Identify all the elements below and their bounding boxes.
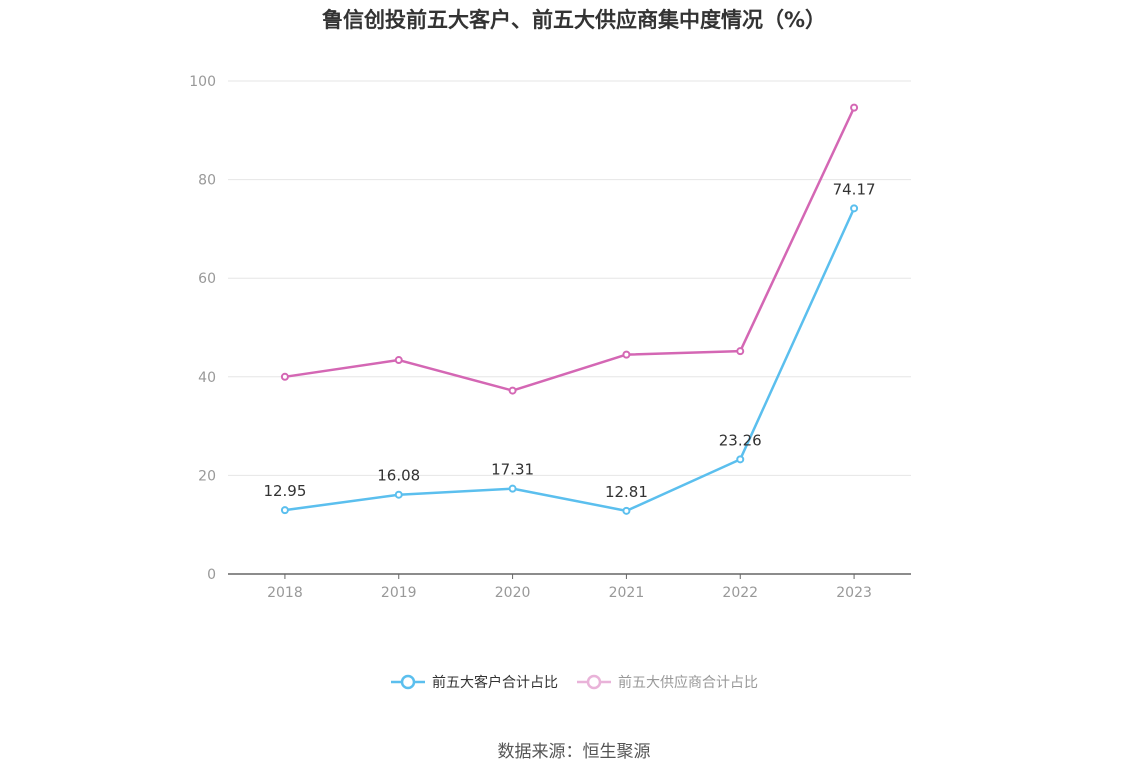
data-label: 23.26: [719, 431, 762, 449]
x-tick-label: 2021: [609, 585, 645, 601]
legend-item-customers[interactable]: 前五大客户合计占比: [390, 672, 558, 692]
legend: 前五大客户合计占比 前五大供应商合计占比: [0, 672, 1148, 692]
data-point[interactable]: [850, 204, 859, 213]
data-point[interactable]: [736, 347, 745, 356]
data-point[interactable]: [850, 103, 859, 112]
legend-marker-customers: [391, 674, 425, 690]
data-source: 数据来源：恒生聚源: [497, 742, 651, 762]
data-point[interactable]: [394, 356, 403, 365]
x-tick-label: 2018: [267, 585, 303, 601]
series-line-1: [284, 107, 856, 392]
data-point[interactable]: [622, 350, 631, 359]
y-tick-label: 80: [198, 173, 216, 189]
series-lines: [280, 103, 859, 515]
data-point[interactable]: [508, 386, 517, 395]
axes: 0 20 40 60 80 100 2018 2019 2020 2021 2022 2023: [189, 74, 911, 601]
legend-label-suppliers: 前五大供应商合计占比: [618, 675, 758, 691]
x-tick-label: 2023: [836, 585, 872, 601]
data-point[interactable]: [508, 484, 517, 493]
y-tick-label: 40: [198, 370, 216, 386]
y-tick-label: 20: [198, 468, 216, 484]
legend-item-suppliers[interactable]: 前五大供应商合计占比: [576, 672, 758, 692]
x-tick-label: 2022: [722, 585, 758, 601]
grid-lines: [228, 80, 911, 476]
data-point[interactable]: [394, 490, 403, 499]
y-tick-label: 60: [198, 271, 216, 287]
data-labels: 12.95 16.08 17.31 12.81 23.26 74.17: [263, 180, 875, 501]
data-point[interactable]: [622, 506, 631, 515]
data-point[interactable]: [280, 372, 289, 381]
data-label: 74.17: [833, 180, 876, 198]
legend-marker-suppliers: [577, 674, 611, 690]
legend-label-customers: 前五大客户合计占比: [432, 675, 558, 691]
y-tick-label: 0: [207, 567, 216, 583]
data-label: 12.95: [263, 482, 306, 500]
series-line-0: [284, 207, 856, 513]
data-label: 12.81: [605, 483, 648, 501]
y-tick-label: 100: [189, 74, 216, 90]
line-chart: 0 20 40 60 80 100 2018 2019 2020 2021 2022 2023 12.…: [189, 74, 911, 601]
chart-title: 鲁信创投前五大客户、前五大供应商集中度情况（%）: [321, 8, 827, 32]
x-tick-label: 2020: [495, 585, 531, 601]
data-label: 17.31: [491, 461, 534, 479]
data-point[interactable]: [280, 506, 289, 515]
x-tick-label: 2019: [381, 585, 417, 601]
data-label: 16.08: [377, 467, 420, 485]
data-point[interactable]: [736, 455, 745, 464]
